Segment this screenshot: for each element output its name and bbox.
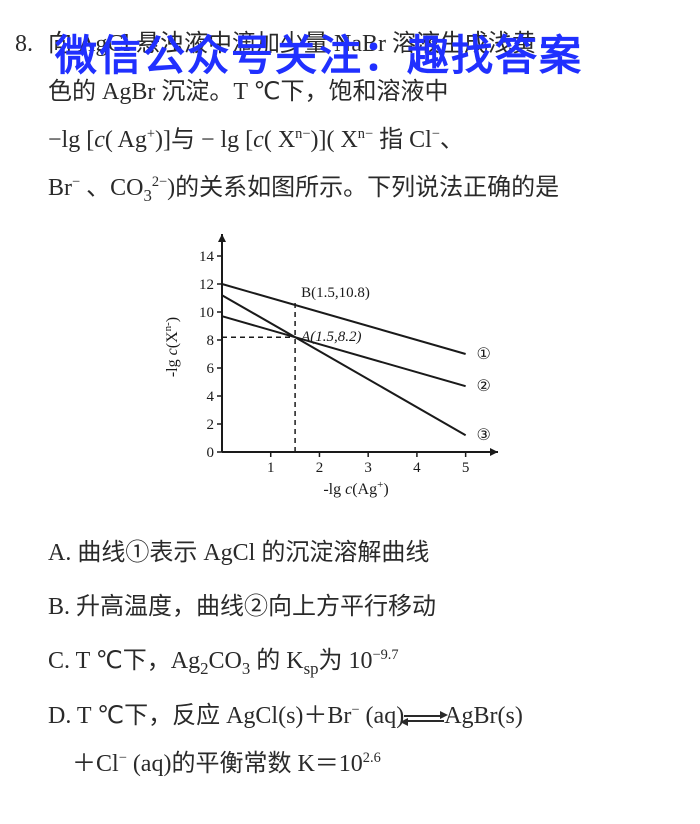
q-line3d: )]与 − lg [ — [155, 127, 253, 153]
question-block: 8. 微信公众号关注：趣找答案 向 AgCl 悬浊液中滴加少量 NaBr 溶液生… — [20, 20, 680, 212]
svg-text:②: ② — [476, 379, 490, 396]
opt-d-sup1: − — [351, 702, 359, 718]
svg-text:B(1.5,10.8): B(1.5,10.8) — [301, 285, 370, 301]
svg-text:1: 1 — [267, 460, 275, 476]
q-line4-sup2: 2− — [152, 174, 167, 190]
svg-text:4: 4 — [207, 389, 215, 405]
svg-text:③: ③ — [476, 428, 490, 445]
q-line3c: ( Ag — [105, 127, 147, 153]
q-line4b: 、CO — [80, 175, 143, 201]
opt-d-a: D. T ℃下，反应 AgCl(s)＋Br — [48, 703, 351, 729]
svg-text:8: 8 — [207, 333, 215, 349]
svg-text:2: 2 — [316, 460, 324, 476]
q-line3e: c — [253, 127, 264, 153]
opt-d-d: ＋Cl — [72, 751, 119, 777]
q-line3g: )]( X — [310, 127, 357, 153]
svg-text:14: 14 — [199, 249, 215, 265]
opt-c-b: CO — [208, 648, 241, 674]
q-line3h: 指 Cl — [373, 127, 432, 153]
equilibrium-arrow-icon — [404, 705, 444, 729]
watermark-text: 微信公众号关注：趣找答案 — [55, 14, 583, 98]
opt-c-a: C. T ℃下，Ag — [48, 648, 200, 674]
svg-text:6: 6 — [207, 361, 215, 377]
q-line4c: )的关系如图所示。下列说法正确的是 — [167, 175, 559, 201]
solubility-chart: 0246810121412345①②③A(1.5,8.2)B(1.5,10.8)… — [160, 222, 540, 502]
svg-text:12: 12 — [199, 277, 214, 293]
q-line3-sup4: − — [432, 126, 440, 142]
option-d: D. T ℃下，反应 AgCl(s)＋Br− (aq)AgBr(s) ＋Cl− … — [48, 692, 680, 788]
opt-c-sup1: −9.7 — [372, 647, 398, 663]
option-c: C. T ℃下，Ag2CO3 的 Ksp为 10−9.7 — [48, 637, 680, 685]
opt-c-sub2: 3 — [242, 659, 250, 678]
opt-d-sup2: − — [119, 750, 127, 766]
opt-d-sup3: 2.6 — [363, 750, 381, 766]
q-line3f: ( X — [264, 127, 295, 153]
opt-d-c: AgBr(s) — [444, 703, 523, 729]
option-a: A. 曲线①表示 AgCl 的沉淀溶解曲线 — [48, 529, 680, 577]
q-line4-sub1: 3 — [143, 186, 151, 205]
q-line3b: c — [94, 127, 105, 153]
question-number: 8. — [15, 20, 33, 68]
svg-text:①: ① — [476, 346, 490, 363]
options-block: A. 曲线①表示 AgCl 的沉淀溶解曲线 B. 升高温度，曲线②向上方平行移动… — [48, 529, 680, 787]
q-line3-sup1: + — [147, 126, 155, 142]
svg-text:10: 10 — [199, 305, 214, 321]
opt-c-c: 的 K — [250, 648, 303, 674]
option-b: B. 升高温度，曲线②向上方平行移动 — [48, 583, 680, 631]
q-line4a: Br — [48, 175, 72, 201]
opt-c-sub3: sp — [304, 659, 319, 678]
q-line3-sup2: n− — [295, 126, 310, 142]
svg-text:2: 2 — [207, 417, 215, 433]
q-line4-sup1: − — [72, 174, 80, 190]
svg-text:-lg c(Xn-): -lg c(Xn-) — [162, 317, 181, 377]
svg-text:4: 4 — [413, 460, 421, 476]
opt-d-e: (aq)的平衡常数 K＝10 — [127, 751, 363, 777]
opt-c-d: 为 10 — [318, 648, 372, 674]
svg-text:-lg c(Ag+): -lg c(Ag+) — [323, 479, 388, 498]
svg-text:5: 5 — [462, 460, 470, 476]
chart-container: 0246810121412345①②③A(1.5,8.2)B(1.5,10.8)… — [20, 222, 680, 519]
svg-text:0: 0 — [207, 445, 215, 461]
q-line3i: 、 — [440, 127, 464, 153]
svg-text:A(1.5,8.2): A(1.5,8.2) — [300, 330, 361, 346]
svg-text:3: 3 — [364, 460, 372, 476]
q-line3a: −lg [ — [48, 127, 94, 153]
opt-d-b: (aq) — [360, 703, 405, 729]
q-line3-sup3: n− — [358, 126, 373, 142]
